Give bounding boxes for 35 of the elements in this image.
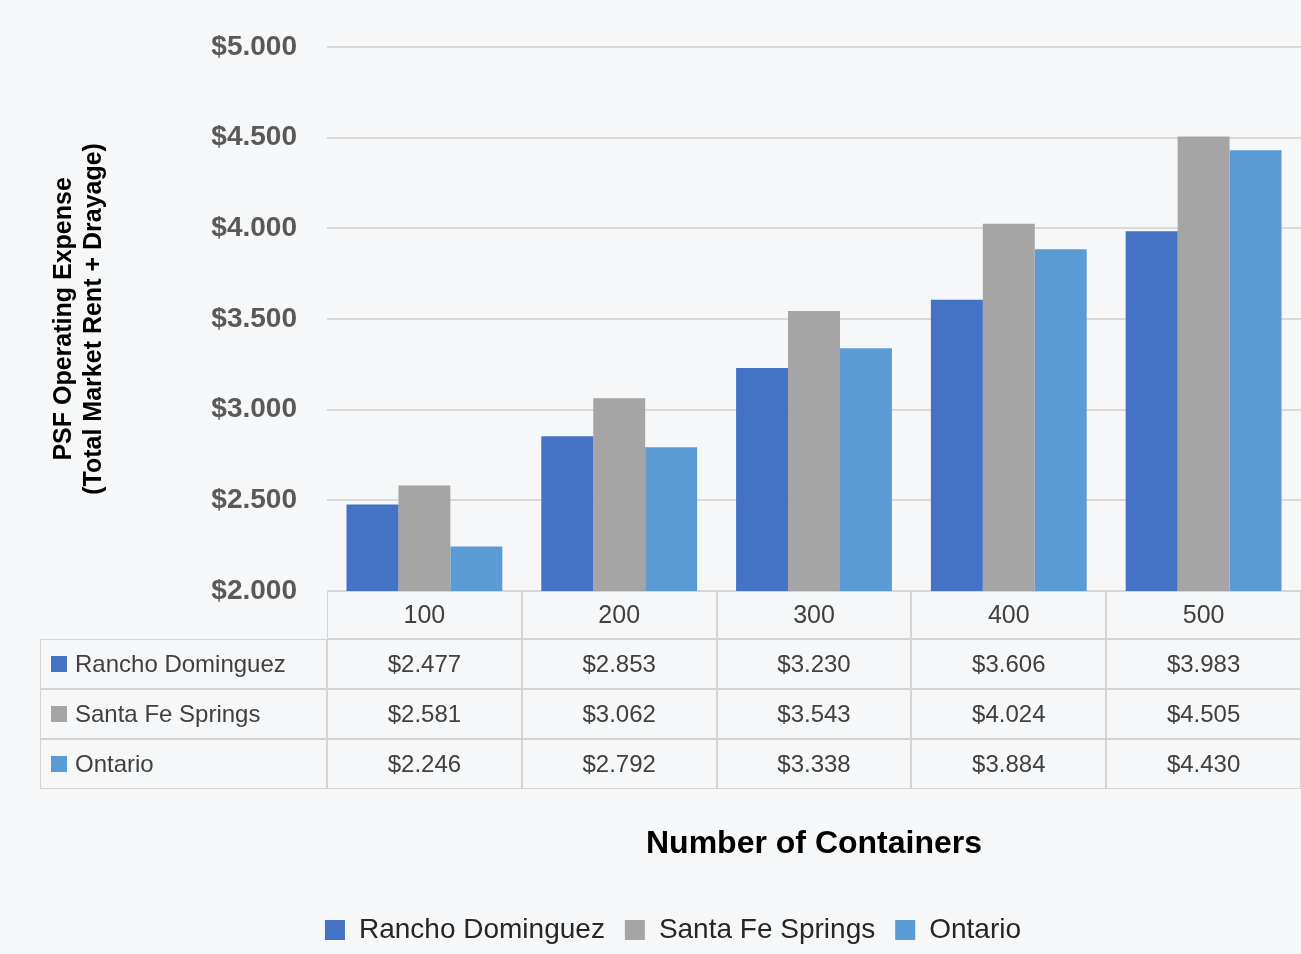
x-tick-label: 200 bbox=[598, 599, 641, 628]
x-tick-label: 500 bbox=[1182, 599, 1225, 628]
y-tick-label: $3.500 bbox=[211, 301, 297, 333]
y-tick-label: $2.000 bbox=[211, 573, 297, 605]
data-label: $2.792 bbox=[521, 739, 717, 789]
y-tick-label: $4.500 bbox=[211, 120, 297, 152]
data-label: $4.505 bbox=[1106, 689, 1301, 739]
data-label: $3.543 bbox=[716, 689, 912, 739]
data-label: $3.884 bbox=[911, 739, 1107, 789]
data-label: $2.477 bbox=[327, 639, 522, 689]
text: Santa Fe Springs bbox=[75, 700, 261, 727]
y-tick-label: $5.000 bbox=[211, 29, 297, 61]
y-tick-label: $3.000 bbox=[211, 392, 297, 424]
data-label: $2.581 bbox=[327, 689, 522, 739]
data-label: $4.430 bbox=[1106, 739, 1301, 789]
data-label: $2.246 bbox=[327, 739, 522, 789]
legend-label: Ontario bbox=[929, 912, 1022, 944]
data-label: $3.230 bbox=[716, 639, 912, 689]
y-tick-label: $2.500 bbox=[211, 483, 297, 515]
data-label: $3.983 bbox=[1106, 639, 1301, 689]
text: Rancho Dominguez bbox=[75, 650, 286, 677]
data-label: $3.606 bbox=[911, 639, 1107, 689]
y-tick-label: $4.000 bbox=[211, 210, 297, 242]
legend-label: Rancho Dominguez bbox=[358, 912, 605, 944]
data-label: $2.853 bbox=[521, 639, 717, 689]
text: Ontario bbox=[75, 750, 154, 777]
x-tick-label: 100 bbox=[403, 599, 446, 628]
data-label: $3.338 bbox=[716, 739, 912, 789]
x-tick-label: 400 bbox=[987, 599, 1030, 628]
data-label: $4.024 bbox=[911, 689, 1107, 739]
data-label: $3.062 bbox=[521, 689, 717, 739]
text: Number of Containers bbox=[645, 824, 983, 861]
legend-label: Santa Fe Springs bbox=[658, 912, 876, 944]
x-tick-label: 300 bbox=[793, 599, 835, 628]
y-axis-title: PSF Operating Expense (Total Market Rent + Drayage) bbox=[47, 143, 106, 495]
